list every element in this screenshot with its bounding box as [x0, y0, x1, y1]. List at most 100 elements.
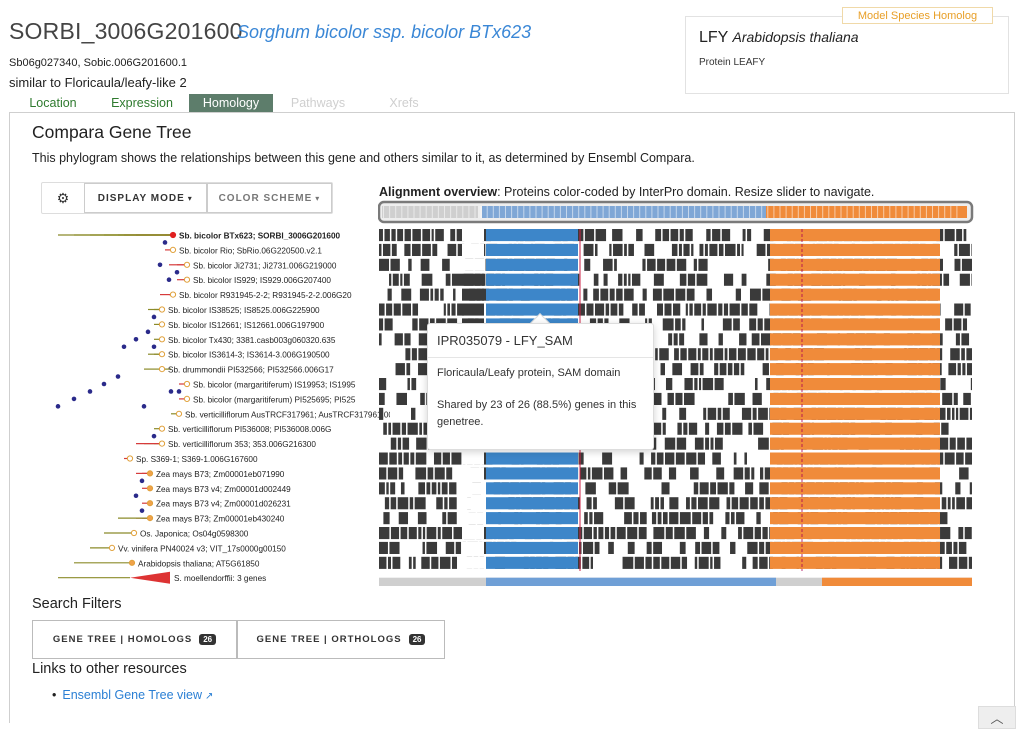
- alignment-domain-leafy[interactable]: [770, 452, 940, 465]
- tree-leaf-label[interactable]: Sb. bicolor Rio; SbRio.06G220500.v2.1: [179, 246, 322, 255]
- tree-node[interactable]: [174, 269, 180, 275]
- alignment-domain-leafy[interactable]: [770, 512, 940, 525]
- gene-tree-orthologs-filter[interactable]: GENE TREE | ORTHOLOGS 26: [237, 620, 445, 659]
- alignment-domain-sam[interactable]: [486, 512, 578, 525]
- tree-leaf-label[interactable]: Sb. bicolor (margaritiferum) IS19953; IS…: [193, 381, 356, 390]
- alignment-domain-leafy[interactable]: [770, 229, 940, 242]
- tree-node[interactable]: [139, 478, 145, 484]
- alignment-domain-sam[interactable]: [486, 243, 578, 256]
- tree-node[interactable]: [71, 396, 77, 402]
- tree-leaf-label[interactable]: Sb. verticilliflorum PI536008; PI536008.…: [168, 425, 331, 434]
- color-scheme-button[interactable]: COLOR SCHEME ▾: [206, 183, 332, 213]
- alignment-domain-leafy[interactable]: [770, 541, 940, 554]
- alignment-domain-leafy[interactable]: [770, 273, 940, 286]
- tree-node[interactable]: [151, 314, 157, 320]
- alignment-domain-leafy[interactable]: [770, 288, 940, 301]
- alignment-domain-sam[interactable]: [486, 452, 578, 465]
- tree-leaf-label[interactable]: Sb. bicolor IS929; IS929.006G207400: [193, 276, 331, 285]
- alignment-domain-sam[interactable]: [486, 482, 578, 495]
- tree-leaf-marker[interactable]: [169, 231, 177, 239]
- tree-node[interactable]: [168, 389, 174, 394]
- scroll-to-top-button[interactable]: ︿: [978, 706, 1016, 729]
- tree-leaf-label[interactable]: Zea mays B73 v4; Zm00001d026231: [156, 500, 291, 509]
- tree-node[interactable]: [139, 508, 145, 513]
- tree-leaf-label[interactable]: S. moellendorffii: 3 genes: [174, 574, 266, 583]
- tree-leaf-marker[interactable]: [175, 410, 183, 417]
- gene-species-link[interactable]: Sorghum bicolor ssp. bicolor BTx623: [237, 22, 532, 42]
- tree-leaf-label[interactable]: Sb. drummondii PI532566; PI532566.006G17: [168, 366, 334, 375]
- tree-leaf-marker[interactable]: [158, 425, 166, 432]
- tree-leaf-marker[interactable]: [169, 246, 177, 253]
- alignment-domain-leafy[interactable]: [770, 333, 940, 346]
- alignment-domain-leafy[interactable]: [770, 556, 940, 569]
- tree-leaf-marker[interactable]: [158, 351, 166, 358]
- tree-node[interactable]: [133, 337, 139, 342]
- alignment-domain-leafy[interactable]: [770, 467, 940, 480]
- alignment-domain-leafy[interactable]: [770, 303, 940, 316]
- tree-leaf-label[interactable]: Sb. bicolor IS12661; IS12661.006G197900: [168, 321, 325, 330]
- alignment-domain-leafy[interactable]: [770, 527, 940, 540]
- tree-leaf-marker[interactable]: [130, 529, 138, 537]
- tab-expression[interactable]: Expression: [111, 96, 173, 110]
- tree-leaf-label[interactable]: Sb. bicolor Tx430; 3381.casb003g060320.6…: [168, 336, 336, 345]
- tree-node[interactable]: [87, 389, 93, 394]
- tree-leaf-marker[interactable]: [183, 261, 191, 268]
- tree-node[interactable]: [145, 329, 151, 335]
- alignment-domain-sam[interactable]: [486, 541, 578, 554]
- tree-leaf-marker[interactable]: [158, 336, 166, 343]
- alignment-domain-sam[interactable]: [486, 467, 578, 480]
- tree-leaf-marker[interactable]: [183, 395, 191, 402]
- gear-icon[interactable]: ⚙: [56, 189, 70, 206]
- tree-leaf-marker[interactable]: [146, 470, 154, 477]
- tree-leaf-label[interactable]: Arabidopsis thaliana; AT5G61850: [138, 559, 260, 568]
- alignment-domain-sam[interactable]: [486, 258, 578, 271]
- tree-leaf-marker[interactable]: [128, 559, 136, 566]
- tree-node[interactable]: [151, 344, 157, 350]
- alignment-domain-leafy[interactable]: [770, 497, 940, 510]
- alignment-domain-leafy[interactable]: [770, 378, 940, 391]
- ensembl-gene-tree-link[interactable]: • Ensembl Gene Tree view ↗: [52, 688, 213, 702]
- tree-node[interactable]: [133, 493, 139, 499]
- tree-leaf-marker[interactable]: [158, 306, 166, 313]
- alignment-domain-leafy[interactable]: [770, 258, 940, 271]
- tree-node[interactable]: [141, 404, 147, 409]
- alignment-domain-sam[interactable]: [486, 527, 578, 540]
- tree-leaf-label[interactable]: Os. Japonica; Os04g0598300: [140, 530, 249, 539]
- alignment-domain-leafy[interactable]: [770, 407, 940, 420]
- alignment-domain-leafy[interactable]: [770, 348, 940, 361]
- alignment-domain-leafy[interactable]: [770, 243, 940, 256]
- collapsed-clade-icon[interactable]: [130, 571, 170, 584]
- tree-node[interactable]: [166, 277, 172, 282]
- tree-leaf-marker[interactable]: [158, 440, 166, 447]
- tree-leaf-label[interactable]: Sb. verticilliflorum AusTRCF317961; AusT…: [185, 410, 390, 419]
- tree-leaf-marker[interactable]: [126, 455, 134, 462]
- tree-node[interactable]: [176, 389, 182, 394]
- tree-leaf-label[interactable]: Sb. bicolor (margaritiferum) PI525695; P…: [193, 395, 356, 404]
- tree-node[interactable]: [55, 404, 61, 409]
- tree-leaf-marker[interactable]: [158, 366, 166, 373]
- alignment-domain-leafy[interactable]: [770, 363, 940, 376]
- tree-leaf-marker[interactable]: [169, 291, 177, 298]
- display-mode-button[interactable]: DISPLAY MODE ▾: [83, 183, 207, 213]
- tree-leaf-label[interactable]: Sb. verticilliflorum 353; 353.006G216300: [168, 440, 316, 449]
- alignment-domain-sam[interactable]: [486, 497, 578, 510]
- tab-homology[interactable]: Homology: [189, 94, 273, 112]
- tree-leaf-marker[interactable]: [146, 515, 154, 522]
- tree-leaf-label[interactable]: Sb. bicolor IS3614-3; IS3614-3.006G19050…: [168, 351, 330, 360]
- tree-leaf-label[interactable]: Vv. vinifera PN40024 v3; VIT_17s0000g001…: [118, 544, 286, 553]
- tree-node[interactable]: [115, 374, 121, 379]
- tree-leaf-label[interactable]: Sb. bicolor BTx623; SORBI_3006G201600: [179, 232, 341, 241]
- tree-leaf-label[interactable]: Sb. bicolor R931945-2-2; R931945-2-2.006…: [179, 291, 352, 300]
- tree-leaf-marker[interactable]: [183, 380, 191, 388]
- alignment-domain-leafy[interactable]: [770, 318, 940, 331]
- alignment-domain-leafy[interactable]: [770, 392, 940, 405]
- tree-leaf-label[interactable]: Sb. bicolor IS38525; IS8525.006G225900: [168, 306, 320, 315]
- tree-leaf-marker[interactable]: [158, 321, 166, 328]
- alignment-domain-leafy[interactable]: [770, 482, 940, 495]
- tree-node[interactable]: [157, 262, 163, 268]
- tree-node[interactable]: [162, 240, 168, 245]
- tree-node[interactable]: [151, 433, 157, 439]
- tab-location[interactable]: Location: [29, 96, 77, 110]
- alignment-domain-sam[interactable]: [486, 556, 578, 569]
- tree-leaf-label[interactable]: Zea mays B73; Zm00001eb430240: [156, 515, 285, 524]
